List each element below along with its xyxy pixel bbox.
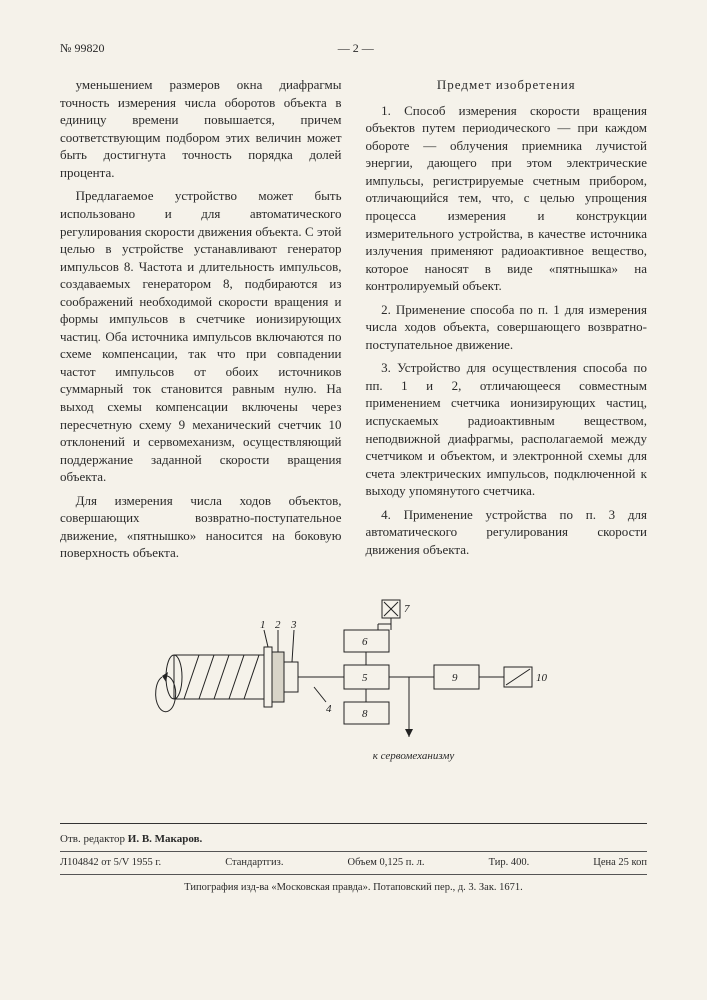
imprint-publisher: Стандартгиз. (225, 856, 283, 870)
editor-name: И. В. Макаров. (128, 833, 202, 845)
diagram-label: 6 (362, 636, 368, 648)
body-columns: уменьшением размеров окна диафрагмы точн… (60, 76, 647, 568)
claim: 2. Применение способа по п. 1 для измере… (366, 301, 648, 354)
imprint-price: Цена 25 коп (593, 856, 647, 870)
imprint-volume: Объем 0,125 п. л. (348, 856, 425, 870)
divider (60, 823, 647, 824)
divider (60, 851, 647, 852)
footer-typography: Типография изд-ва «Московская правда». П… (60, 881, 647, 895)
claim: 4. Применение устройства по п. 3 для авт… (366, 506, 648, 559)
paragraph: Предлагаемое устройство может быть испол… (60, 187, 342, 485)
diagram-label: 4 (326, 703, 332, 715)
paragraph: Для измерения числа ходов объектов, сове… (60, 492, 342, 562)
diagram-label: 8 (362, 708, 368, 720)
footer-editor: Отв. редактор И. В. Макаров. (60, 832, 647, 847)
diagram-label: 9 (452, 672, 458, 684)
divider (60, 874, 647, 875)
figure: 1 2 3 4 5 6 7 8 (60, 592, 647, 763)
footer-imprint: Л104842 от 5/V 1955 г. Стандартгиз. Объе… (60, 856, 647, 870)
diagram-label: 7 (404, 603, 410, 615)
right-column: Предмет изобретения 1. Способ измерения … (366, 76, 648, 568)
left-column: уменьшением размеров окна диафрагмы точн… (60, 76, 342, 568)
diagram-caption: к сервомеханизму (180, 749, 647, 764)
claim: 1. Способ измерения скорости вращения об… (366, 102, 648, 295)
page-header: № 99820 — 2 — (60, 40, 647, 56)
diagram-label: 10 (536, 672, 548, 684)
imprint-circulation: Тир. 400. (489, 856, 530, 870)
schematic-diagram: 1 2 3 4 5 6 7 8 (144, 592, 564, 742)
diagram-label: 2 (275, 619, 281, 631)
imprint-id: Л104842 от 5/V 1955 г. (60, 856, 161, 870)
diagram-label: 5 (362, 672, 368, 684)
claims-heading: Предмет изобретения (366, 76, 648, 94)
document-number: № 99820 (60, 40, 104, 56)
diagram-label: 3 (290, 619, 297, 631)
page-number: — 2 — (338, 40, 374, 56)
diagram-label: 1 (260, 619, 266, 631)
paragraph: уменьшением размеров окна диафрагмы точн… (60, 76, 342, 181)
editor-label: Отв. редактор (60, 833, 125, 845)
claim: 3. Устройство для осуществления способа … (366, 359, 648, 499)
